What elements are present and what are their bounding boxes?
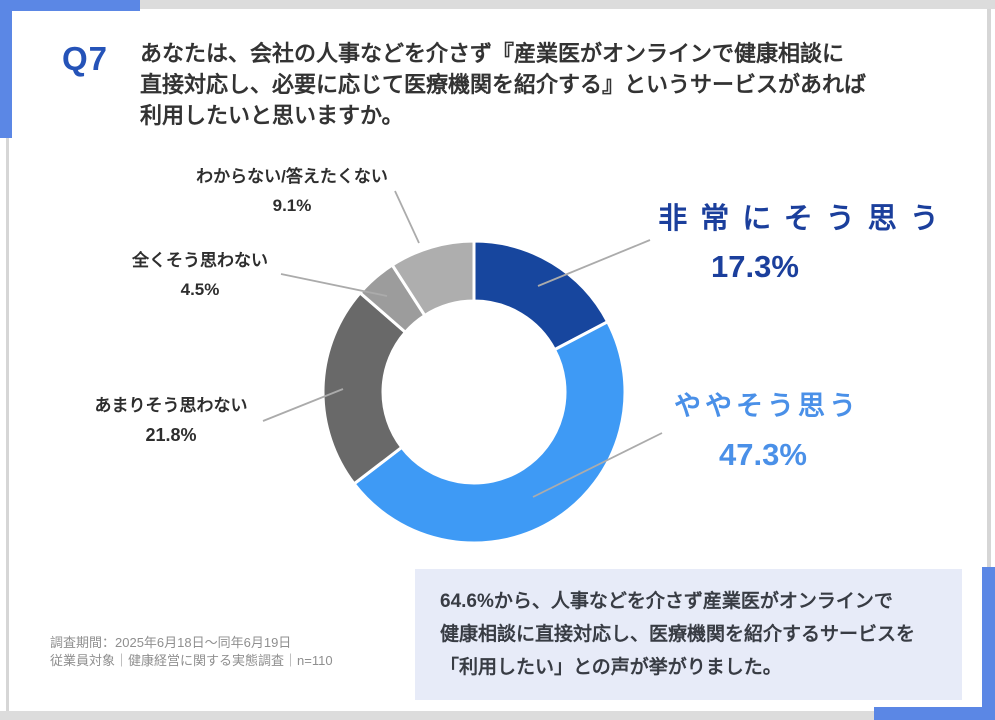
callout-not-really-label: あまりそう思わない — [94, 396, 248, 415]
frame-bottom-strip — [0, 711, 995, 720]
callout-dont-know: わからない/答えたくない 9.1% — [152, 166, 432, 216]
callout-not-at-all-value: 4.5% — [180, 280, 220, 299]
summary-line-1: 64.6%から、人事などを介さず産業医がオンラインで — [440, 591, 893, 612]
question-text: あなたは、会社の人事などを介さず『産業医がオンラインで健康相談に 直接対応し、必… — [140, 38, 950, 131]
callout-not-really-value: 21.8% — [145, 425, 197, 445]
survey-period-line: 調査期間：2025年6月18日～同年6月19日 — [50, 635, 292, 650]
callout-not-at-all-label: 全くそう思わない — [132, 251, 268, 270]
summary-line-3: 「利用したい」との声が挙がりました。 — [440, 657, 782, 678]
callout-strongly-agree-label: 非常にそう思う — [658, 203, 952, 235]
question-line-1: あなたは、会社の人事などを介さず『産業医がオンラインで健康相談に — [140, 41, 845, 66]
frame-right-line — [987, 9, 991, 711]
callout-dont-know-value: 9.1% — [272, 196, 312, 215]
callout-not-at-all: 全くそう思わない 4.5% — [100, 250, 300, 300]
frame-left-line — [6, 9, 9, 711]
donut-chart — [321, 239, 627, 545]
callout-strongly-agree-value: 17.3% — [711, 249, 799, 284]
top-left-corner-bar-vertical — [0, 0, 12, 138]
frame-top-strip — [0, 0, 995, 9]
callout-somewhat-agree-label: ややそう思う — [674, 391, 860, 421]
top-left-corner-bar-horizontal — [0, 0, 140, 11]
question-line-3: 利用したいと思いますか。 — [140, 103, 404, 128]
callout-not-really: あまりそう思わない 21.8% — [62, 395, 280, 446]
bottom-right-corner-bar-vertical — [982, 567, 995, 720]
donut-segment-4 — [390, 239, 476, 318]
survey-sample-line: 従業員対象｜健康経営に関する実態調査｜n=110 — [50, 653, 333, 668]
callout-somewhat-agree: ややそう思う 47.3% — [630, 390, 900, 473]
bottom-right-corner-bar-horizontal — [874, 707, 995, 720]
summary-callout-box: 64.6%から、人事などを介さず産業医がオンラインで 健康相談に直接対応し、医療… — [415, 569, 962, 700]
survey-source-note: 調査期間：2025年6月18日～同年6月19日 従業員対象｜健康経営に関する実態… — [50, 634, 333, 670]
summary-line-2: 健康相談に直接対応し、医療機関を紹介するサービスを — [440, 624, 916, 645]
callout-strongly-agree: 非常にそう思う 17.3% — [640, 202, 960, 285]
donut-segment-1 — [352, 319, 627, 545]
callout-dont-know-label: わからない/答えたくない — [196, 167, 388, 186]
question-number: Q7 — [62, 40, 109, 77]
question-line-2: 直接対応し、必要に応じて医療機関を紹介する』というサービスがあれば — [140, 72, 867, 97]
callout-somewhat-agree-value: 47.3% — [719, 437, 807, 472]
